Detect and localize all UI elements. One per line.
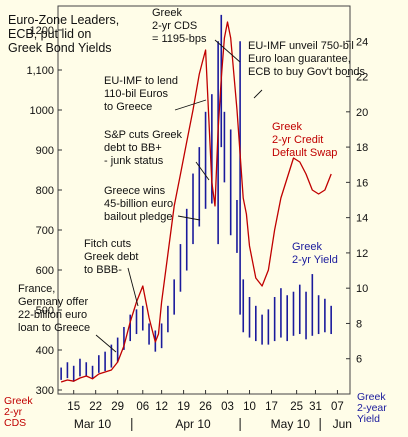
left-tick-label: 900 [36, 145, 54, 157]
annotation-fitch-bbb-line-1: Fitch cuts [84, 238, 132, 250]
annotation-sp-junk-line-2: debt to BB+ [104, 142, 162, 154]
cds-series-label-line-3: Default Swap [272, 147, 337, 159]
chart-title-line-2: ECB, put lid on [8, 27, 91, 41]
x-tick-label: 26 [199, 401, 212, 413]
annotation-greek-cds-peak-line-3: = 1195-bps [152, 33, 207, 45]
left-tick-label: 800 [36, 185, 54, 197]
annotation-greece-45bil-line-3: bailout pledge [104, 211, 173, 223]
yield-series-label-line-2: 2-yr Yield [292, 254, 338, 266]
leader-eu-imf-110 [174, 99, 207, 111]
annotation-greek-cds-peak-line-2: 2-yr CDS [152, 20, 197, 32]
right-axis-label-line-2: 2-year [357, 402, 387, 414]
right-tick-label: 22 [356, 72, 368, 84]
annotation-france-germany-line-2: Germany offer [18, 296, 88, 308]
x-tick-label: 17 [265, 401, 278, 413]
month-labels: Mar 10 Apr 10 May 10 Jun [74, 417, 352, 431]
annotation-france-germany-line-4: loan to Greece [18, 322, 90, 334]
x-tick-label: 22 [89, 401, 102, 413]
leader-greece-45 [177, 215, 201, 221]
right-tick-label: 24 [356, 36, 368, 48]
leader-sp-junk [195, 161, 210, 181]
cds-series-label-line-2: 2-yr Credit [272, 134, 323, 146]
annotation-greece-45bil-line-2: 45-billion euro [104, 198, 173, 210]
right-axis-ticks: 24 22 20 18 16 14 12 10 8 6 [346, 36, 368, 366]
yield-series-label-line-1: Greek [292, 241, 322, 253]
chart-title-line-3: Greek Bond Yields [8, 41, 112, 55]
x-tick-label: 15 [67, 401, 80, 413]
annotation-france-germany-line-1: France, [18, 283, 55, 295]
annotation-fitch-bbb-line-3: to BBB- [84, 264, 122, 276]
x-tick-label: 19 [177, 401, 190, 413]
leader-cds-peak [214, 39, 241, 63]
left-axis-label-line-3: CDS [4, 417, 26, 429]
x-tick-label: 25 [290, 401, 303, 413]
month-label: May 10 [271, 417, 311, 431]
annotation-leader-lines [95, 39, 263, 353]
leader-fitch [127, 267, 139, 307]
cds-series-label-line-1: Greek [272, 121, 302, 133]
left-tick-label: 1200 [30, 25, 54, 37]
right-tick-label: 20 [356, 107, 368, 119]
annotation-greek-cds-peak-line-1: Greek [152, 7, 182, 19]
month-label: Jun [333, 417, 352, 431]
annotation-fitch-bbb-line-2: Greek debt [84, 251, 138, 263]
leader-france-germany [95, 334, 117, 353]
left-tick-label: 700 [36, 225, 54, 237]
right-tick-label: 16 [356, 177, 368, 189]
right-tick-label: 14 [356, 213, 368, 225]
left-tick-label: 500 [36, 305, 54, 317]
x-tick-label: 12 [155, 401, 168, 413]
x-tick-label: 31 [309, 401, 322, 413]
right-axis-label-line-1: Greek [357, 391, 386, 403]
left-tick-label: 1,100 [26, 65, 54, 77]
left-tick-label: 400 [36, 345, 54, 357]
left-tick-label: 300 [36, 385, 54, 397]
x-tick-label: 29 [111, 401, 124, 413]
right-tick-label: 8 [356, 318, 362, 330]
left-axis-label-line-2: 2-yr [4, 406, 23, 418]
month-label: Apr 10 [175, 417, 211, 431]
annotation-eu-imf-110bil-line-2: 110-bil Euros [104, 88, 168, 100]
x-axis-ticks: 15 22 29 06 12 19 26 03 10 17 25 31 07 [67, 390, 344, 413]
annotation-eu-imf-110bil-line-3: to Greece [104, 101, 152, 113]
left-tick-label: 600 [36, 265, 54, 277]
x-tick-label: 06 [136, 401, 149, 413]
annotation-eu-imf-750bil-line-2: Euro loan guarantee, [248, 53, 351, 65]
right-tick-label: 10 [356, 283, 368, 295]
leader-eu-imf-750 [253, 89, 263, 99]
plot-frame [57, 5, 351, 395]
cds-line [60, 21, 332, 383]
x-tick-label: 07 [331, 401, 344, 413]
annotation-france-germany-line-3: 22-billion euro [18, 309, 87, 321]
left-axis-ticks: 1200 1,100 1000 900 800 700 600 500 400 300 [26, 25, 62, 397]
annotation-greece-45bil-line-1: Greece wins [104, 185, 166, 197]
left-tick-label: 1000 [30, 105, 54, 117]
cds-line-group [60, 21, 332, 383]
annotation-eu-imf-750bil-line-1: EU-IMF unveil 750-bil [248, 40, 354, 52]
right-tick-label: 6 [356, 354, 362, 366]
chart-title-line-1: Euro-Zone Leaders, [8, 13, 119, 27]
x-tick-label: 03 [221, 401, 234, 413]
right-tick-label: 18 [356, 142, 368, 154]
right-axis-label-line-3: Yield [357, 413, 380, 425]
left-axis-label-line-1: Greek [4, 395, 33, 407]
annotation-eu-imf-110bil-line-1: EU-IMF to lend [104, 75, 178, 87]
annotation-eu-imf-750bil-line-3: ECB to buy Gov't bonds [248, 66, 366, 78]
month-label: Mar 10 [74, 417, 112, 431]
annotation-sp-junk-line-1: S&P cuts Greek [104, 129, 183, 141]
right-tick-label: 12 [356, 248, 368, 260]
annotation-sp-junk-line-3: - junk status [104, 155, 164, 167]
x-tick-label: 10 [243, 401, 256, 413]
